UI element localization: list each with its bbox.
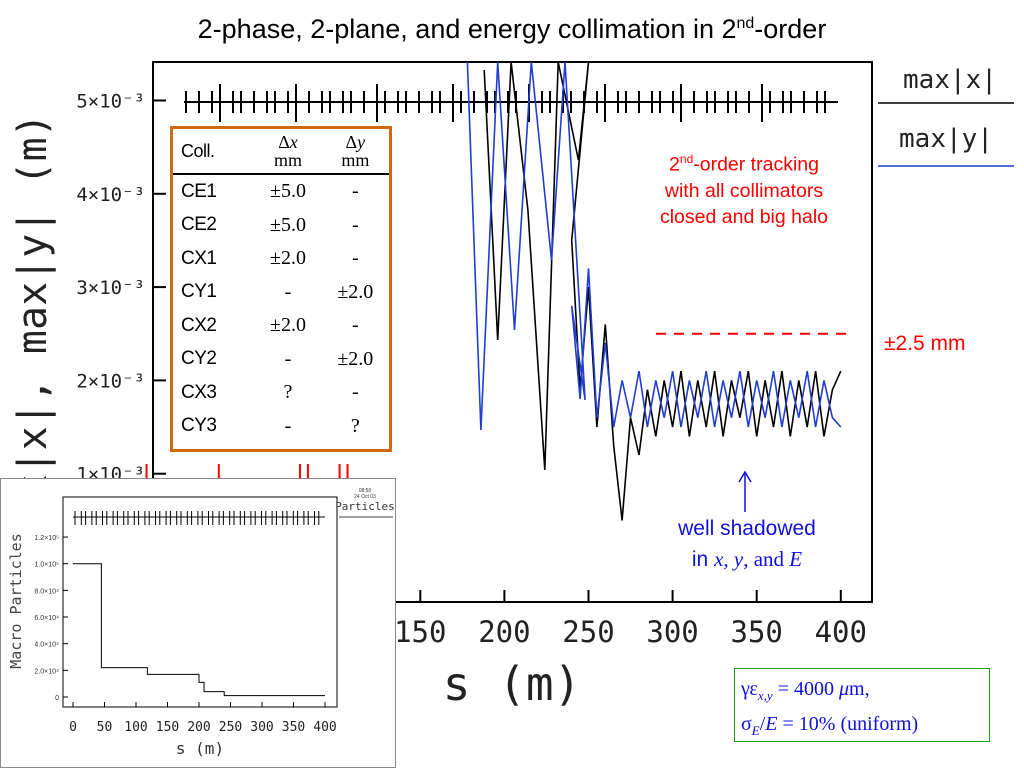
table-row: CE2 ±5.0 - xyxy=(173,209,389,243)
inset-y-tick-label: 2.0×10⁴ xyxy=(34,668,59,675)
collimator-dy: ±2.0 xyxy=(337,347,374,370)
legend-label-y: max|y| xyxy=(899,124,993,154)
collimator-table: Coll. Δx mm Δy mm CE1 ±5.0 - CE2 ±5.0 - CX1 ±2.0 -… xyxy=(173,131,389,443)
inset-stamp-date: 24 Oct 03 xyxy=(354,494,376,500)
inset-y-tick-label: 0 xyxy=(55,695,59,702)
collimator-dx: ? xyxy=(283,381,293,404)
main-series-maxx xyxy=(483,61,842,521)
inset-x-tick-label: 300 xyxy=(250,720,273,735)
inset-x-label: s (m) xyxy=(176,739,224,758)
collimator-name: CY3 xyxy=(181,415,217,437)
collimator-dx: ±5.0 xyxy=(270,213,306,236)
collimator-name: CY1 xyxy=(181,281,217,303)
slide-title: 2-phase, 2-plane, and energy collimation… xyxy=(197,14,827,44)
macro-particles-inset: 0 2.0×10⁴ 4.0×10⁴ 6.0×10⁴ 8.0×10⁴ 1.0×10⁵ 1.2×… xyxy=(0,478,396,768)
collimator-dx: - xyxy=(284,414,292,437)
main-x-tick-label: 150 xyxy=(394,615,446,649)
table-row: CX1 ±2.0 - xyxy=(173,242,389,276)
inset-legend-label: Particles xyxy=(335,500,395,513)
inset-y-tick-label: 6.0×10⁴ xyxy=(34,615,59,622)
inset-x-tick-label: 100 xyxy=(124,720,147,735)
inset-x-tick-label: 400 xyxy=(313,720,336,735)
table-header-row: Coll. Δx mm Δy mm xyxy=(173,131,389,175)
inset-series-particles xyxy=(73,563,325,697)
inset-y-tick-label: 1.2×10⁵ xyxy=(34,535,59,542)
inset-x-tick-label: 0 xyxy=(69,720,77,735)
main-plot-frame xyxy=(152,61,873,603)
header-dx: Δx mm xyxy=(254,131,322,175)
inset-x-tick-label: 250 xyxy=(219,720,242,735)
collimator-dy: - xyxy=(351,381,359,404)
collimator-dx: - xyxy=(284,347,292,370)
collimator-dy: - xyxy=(351,247,359,270)
collimator-dx: ±2.0 xyxy=(270,314,306,337)
header-dy: Δy mm xyxy=(321,131,389,175)
collimator-dy: - xyxy=(351,180,359,203)
main-x-tick-label: 300 xyxy=(646,615,698,649)
collimator-dy: ? xyxy=(350,414,360,437)
collimator-name: CE1 xyxy=(181,180,217,202)
collimator-name: CE2 xyxy=(181,214,217,236)
main-x-tick-label: 350 xyxy=(731,615,783,649)
table-row: CX2 ±2.0 - xyxy=(173,309,389,343)
main-x-tick-label: 400 xyxy=(815,615,867,649)
inset-y-label: Macro Particles xyxy=(7,533,25,668)
inset-plot: 0 2.0×10⁴ 4.0×10⁴ 6.0×10⁴ 8.0×10⁴ 1.0×10⁵ 1.2×… xyxy=(7,488,395,758)
collimator-name: CX1 xyxy=(181,247,217,269)
shadow-arrow-head xyxy=(738,470,752,483)
inset-plot-frame xyxy=(62,496,338,708)
main-x-label: s (m) xyxy=(443,657,581,711)
collimator-dy: - xyxy=(351,314,359,337)
table-row: CY3 -? xyxy=(173,410,389,444)
table-row: CY2 - ±2.0 xyxy=(173,343,389,377)
legend-label-x: max|x| xyxy=(903,65,997,95)
inset-x-tick-label: 150 xyxy=(156,720,179,735)
beam-parameters: γεx,y = 4000 μm, σE/E = 10% (uniform) xyxy=(734,668,990,742)
inset-x-tick-label: 350 xyxy=(282,720,305,735)
collimator-name: CX3 xyxy=(181,381,217,403)
header-coll: Coll. xyxy=(173,131,255,175)
collimator-name: CX2 xyxy=(181,314,217,336)
main-series-maxy xyxy=(466,61,842,431)
main-x-tick-label: 250 xyxy=(562,615,614,649)
collimator-table-box: Coll. Δx mm Δy mm CE1 ±5.0 - CE2 ±5.0 - CX1 ±2.0 -… xyxy=(170,126,392,452)
legend: max|x| max|y| xyxy=(878,65,1014,167)
inset-x-tick-label: 50 xyxy=(97,720,113,735)
inset-stamp-time: 08:50 xyxy=(359,488,372,494)
inset-y-tick-label: 4.0×10⁴ xyxy=(34,642,59,649)
collimator-dx: ±5.0 xyxy=(270,180,306,203)
table-row: CY1 - ±2.0 xyxy=(173,276,389,310)
table-row: CX3? - xyxy=(173,376,389,410)
inset-y-tick-label: 8.0×10⁴ xyxy=(34,588,59,595)
main-y-tick-label: 3×10⁻³ xyxy=(76,277,145,299)
collimator-dy: - xyxy=(351,213,359,236)
aperture-label: ±2.5 mm xyxy=(884,332,966,355)
table-row: CE1 ±5.0 - xyxy=(173,174,389,209)
main-y-tick-label: 5×10⁻³ xyxy=(76,91,145,113)
inset-x-tick-label: 200 xyxy=(187,720,210,735)
main-y-label: max|x|, max|y| (m) xyxy=(10,113,56,546)
collimator-name: CY2 xyxy=(181,348,217,370)
collimator-dx: ±2.0 xyxy=(270,247,306,270)
main-x-tick-label: 200 xyxy=(478,615,530,649)
inset-y-tick-label: 1.0×10⁵ xyxy=(34,562,59,569)
main-y-tick-label: 4×10⁻³ xyxy=(76,184,145,206)
collimator-dy: ±2.0 xyxy=(337,280,374,303)
collimator-dx: - xyxy=(284,280,292,303)
shadow-annotation: well shadowed in x, y, and E xyxy=(678,517,816,571)
tracking-annotation: 2nd-order tracking with all collimators … xyxy=(659,152,829,228)
main-y-tick-label: 2×10⁻³ xyxy=(76,370,145,392)
